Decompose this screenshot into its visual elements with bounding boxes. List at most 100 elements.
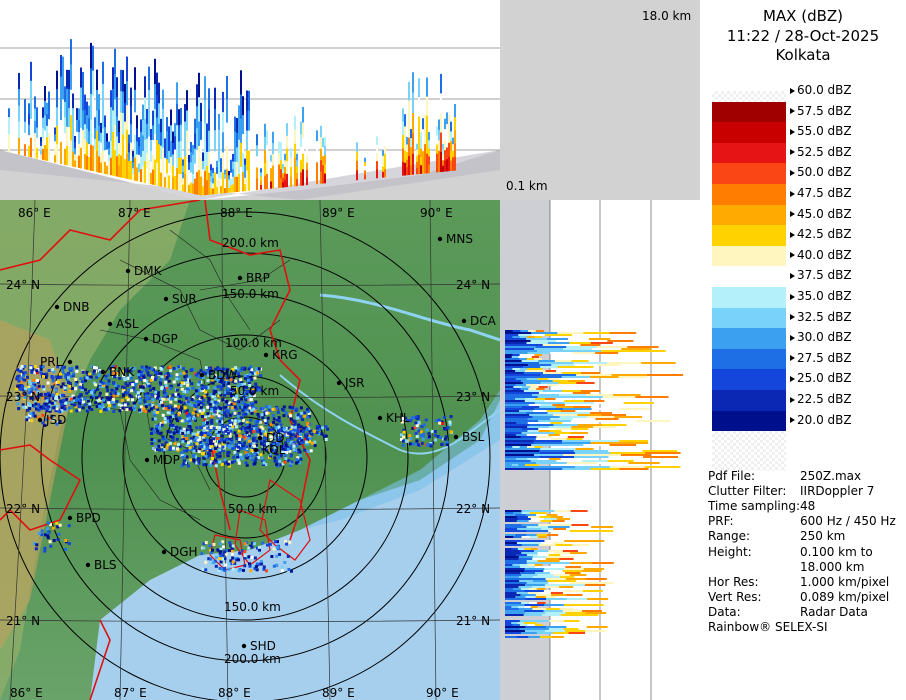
echo-cell bbox=[167, 373, 171, 377]
echo-cell bbox=[428, 156, 430, 165]
echo-cell bbox=[241, 366, 245, 370]
color-swatch bbox=[712, 266, 786, 287]
echo-cell bbox=[528, 636, 541, 638]
echo-cell bbox=[505, 592, 517, 594]
echo-cell bbox=[66, 401, 69, 405]
echo-cell bbox=[74, 399, 78, 402]
echo-cell bbox=[574, 364, 598, 366]
city-dot bbox=[161, 549, 167, 555]
echo-cell bbox=[254, 420, 258, 424]
echo-cell bbox=[248, 409, 252, 413]
echo-cell bbox=[574, 456, 609, 458]
echo-cell bbox=[608, 450, 643, 452]
echo-cell bbox=[243, 402, 247, 406]
echo-cell bbox=[320, 171, 322, 184]
echo-cell bbox=[56, 107, 58, 127]
echo-cell bbox=[33, 400, 37, 404]
echo-cell bbox=[90, 119, 92, 146]
echo-cell bbox=[164, 407, 168, 411]
city-dot bbox=[54, 304, 60, 310]
echo-cell bbox=[402, 428, 406, 432]
echo-cell bbox=[257, 386, 261, 390]
echo-cell bbox=[50, 385, 54, 389]
echo-cell bbox=[23, 391, 27, 395]
echo-cell bbox=[262, 430, 265, 434]
echo-cell bbox=[22, 371, 26, 375]
echo-cell bbox=[313, 429, 316, 433]
echo-cell bbox=[291, 430, 295, 434]
echo-cell bbox=[197, 450, 201, 453]
echo-cell bbox=[162, 128, 164, 149]
scale-label-text: 22.5 dBZ bbox=[797, 392, 852, 406]
echo-cell bbox=[247, 436, 251, 440]
echo-cell bbox=[100, 132, 102, 144]
echo-cell bbox=[590, 442, 620, 444]
echo-cell bbox=[132, 366, 136, 370]
echo-cell bbox=[34, 108, 36, 122]
echo-cell bbox=[193, 443, 197, 446]
echo-cell bbox=[48, 400, 52, 404]
echo-cell bbox=[450, 141, 452, 152]
info-value: IIRDoppler 7 bbox=[800, 484, 875, 499]
echo-cell bbox=[140, 365, 144, 369]
echo-cell bbox=[448, 422, 452, 426]
echo-cell bbox=[262, 565, 266, 569]
echo-cell bbox=[218, 161, 220, 178]
echo-cell bbox=[243, 441, 246, 445]
echo-cell bbox=[161, 420, 165, 424]
echo-cell bbox=[254, 565, 258, 569]
echo-cell bbox=[56, 380, 60, 384]
echo-cell bbox=[203, 418, 207, 422]
echo-cell bbox=[175, 430, 179, 434]
echo-cell bbox=[198, 97, 200, 122]
echo-cell bbox=[64, 373, 68, 377]
echo-cell bbox=[148, 384, 152, 388]
echo-cell bbox=[33, 404, 37, 408]
echo-cell bbox=[228, 460, 232, 464]
echo-cell bbox=[505, 410, 520, 412]
echo-cell bbox=[570, 562, 593, 564]
echo-cell bbox=[611, 374, 648, 376]
echo-cell bbox=[534, 358, 542, 360]
echo-cell bbox=[554, 432, 572, 434]
echo-cell bbox=[562, 610, 583, 612]
echo-cell bbox=[266, 130, 268, 146]
echo-cell bbox=[239, 446, 243, 450]
echo-cell bbox=[16, 384, 20, 388]
echo-cell bbox=[166, 173, 168, 188]
echo-cell bbox=[223, 557, 227, 561]
echo-cell bbox=[537, 552, 555, 554]
echo-cell bbox=[165, 446, 169, 450]
echo-cell bbox=[250, 555, 254, 559]
echo-cell bbox=[299, 415, 303, 419]
echo-cell bbox=[234, 425, 238, 429]
echo-cell bbox=[153, 417, 157, 421]
echo-cell bbox=[220, 553, 224, 557]
timestamp: 11:22 / 28-Oct-2025 bbox=[726, 27, 880, 45]
echo-cell bbox=[527, 418, 551, 420]
echo-cell bbox=[30, 137, 32, 158]
echo-cell bbox=[95, 396, 98, 400]
echo-cell bbox=[552, 632, 570, 634]
echo-cell bbox=[257, 545, 261, 549]
echo-cell bbox=[277, 419, 281, 423]
echo-cell bbox=[414, 415, 418, 419]
echo-cell bbox=[142, 135, 144, 152]
echo-cell bbox=[172, 177, 174, 190]
echo-cell bbox=[49, 544, 53, 548]
echo-cell bbox=[292, 448, 296, 452]
echo-cell bbox=[159, 367, 163, 370]
echo-cell bbox=[142, 408, 146, 412]
echo-cell bbox=[204, 560, 208, 564]
echo-cell bbox=[265, 569, 268, 573]
echo-cell bbox=[524, 570, 544, 572]
echo-cell bbox=[158, 103, 160, 125]
echo-cell bbox=[178, 173, 180, 191]
echo-cell bbox=[53, 381, 57, 385]
echo-cell bbox=[78, 143, 80, 157]
echo-cell bbox=[223, 411, 227, 415]
echo-cell bbox=[436, 144, 438, 155]
echo-cell bbox=[555, 544, 573, 546]
echo-cell bbox=[194, 163, 196, 180]
echo-cell bbox=[24, 405, 28, 409]
